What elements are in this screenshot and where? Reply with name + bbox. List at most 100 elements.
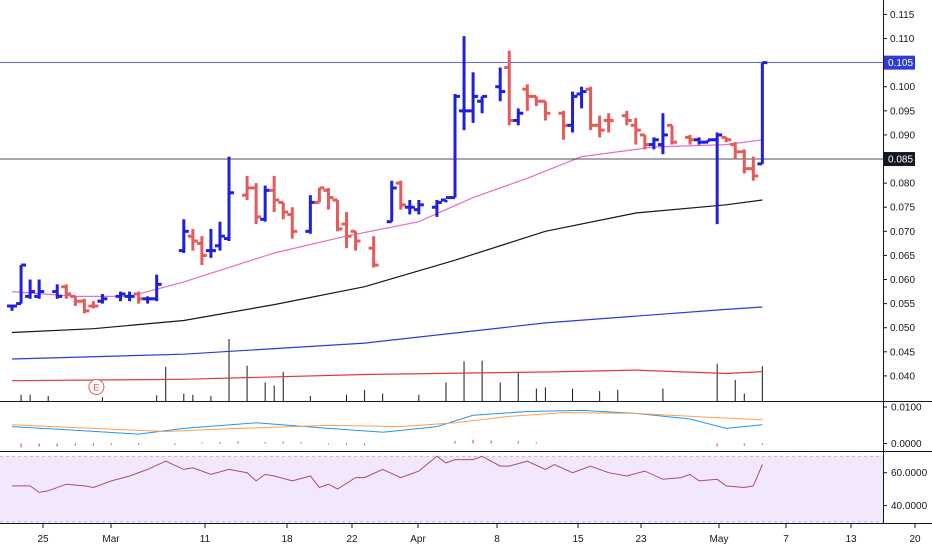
earnings-marker-icon (88, 379, 105, 395)
moving-average-line (11, 139, 763, 297)
ohlc-bar (305, 195, 316, 234)
ohlc-bar (468, 72, 479, 123)
ohlc-bar (52, 284, 63, 299)
ohlc-bar (61, 284, 72, 299)
ohlc-bar (477, 94, 488, 114)
time-tick-label: 15 (572, 534, 584, 545)
ohlc-bar (278, 200, 289, 220)
ohlc-bar (739, 149, 750, 174)
time-tick-label: 18 (281, 534, 293, 545)
ohlc-bar (540, 99, 551, 121)
price-tick-label: 0.080 (890, 179, 915, 190)
price-tick-label: 0.100 (890, 82, 915, 93)
ohlc-bar (504, 50, 515, 126)
ohlc-bar (332, 198, 343, 232)
ohlc-bar (730, 142, 741, 160)
ohlc-bar (431, 200, 442, 217)
price-tick-label: 0.070 (890, 227, 915, 238)
moving-average-line (11, 306, 763, 360)
moving-average-line (11, 199, 763, 334)
ohlc-bar (151, 274, 162, 302)
ohlc-bar (748, 156, 759, 181)
price-tick-label: 0.110 (890, 34, 915, 45)
price-tick-label: 0.040 (890, 371, 915, 382)
price-tick-label: 0.095 (890, 106, 915, 117)
ohlc-bar (251, 183, 262, 225)
ohlc-bar (703, 138, 714, 144)
ohlc-bar (341, 212, 352, 249)
price-tick-label: 0.050 (890, 323, 915, 334)
ohlc-bar (115, 291, 126, 302)
price-tag-label: 0.085 (888, 155, 913, 166)
ohlc-bar (205, 228, 216, 258)
price-tick-label: 0.055 (890, 299, 915, 310)
ohlc-bar (413, 200, 424, 215)
ohlc-bar (712, 132, 723, 225)
ohlc-bar (386, 180, 397, 224)
time-tick-label: 22 (346, 534, 358, 545)
ohlc-bar (323, 187, 334, 210)
price-pane[interactable]: E (0, 36, 883, 401)
time-tick-label: 23 (635, 534, 647, 545)
macd-tick-label: 0.0000 (891, 439, 922, 450)
ohlc-bar (25, 279, 36, 299)
ohlc-bar (657, 113, 668, 155)
ohlc-bar (450, 93, 460, 200)
time-tick-label: 13 (845, 534, 857, 545)
ohlc-bar (269, 175, 280, 213)
ohlc-bar (440, 196, 451, 203)
time-axis[interactable]: 25 Mar 11 18 22 Apr 8 15 23 May 7 13 20 (37, 524, 921, 545)
ohlc-bar (621, 110, 632, 126)
ohlc-bar (495, 67, 506, 102)
time-tick-label: 7 (783, 534, 789, 545)
price-tick-label: 0.115 (890, 10, 915, 21)
rsi-line (12, 455, 763, 493)
macd-pane[interactable] (11, 409, 763, 448)
ohlc-bar (196, 236, 207, 266)
price-tick-label: 0.090 (890, 130, 915, 141)
ohlc-bar (224, 156, 234, 241)
price-tick-label: 0.075 (890, 203, 915, 214)
macd-line (11, 412, 763, 433)
ohlc-bar (97, 293, 108, 304)
ohlc-bar (314, 186, 325, 204)
ohlc-bar (576, 86, 587, 109)
time-tick-label: May (710, 534, 729, 545)
ohlc-bar (567, 91, 578, 133)
price-tag (884, 55, 915, 70)
ohlc-bar (178, 219, 189, 254)
price-tick-label: 0.045 (890, 347, 915, 358)
price-axis[interactable]: 0.040 0.045 0.050 0.055 0.060 0.065 0.070 0.075… (0, 0, 932, 524)
ohlc-bar (522, 84, 533, 111)
price-tag-label: 0.105 (888, 58, 913, 69)
ohlc-bar (685, 134, 696, 145)
macd-line (11, 409, 763, 435)
ohlc-bar (666, 123, 677, 145)
ohlc-bar (368, 236, 379, 268)
ohlc-bar (242, 175, 253, 200)
ohlc-bar (16, 263, 27, 306)
rsi-band (0, 456, 883, 522)
ohlc-bar (585, 86, 596, 131)
ohlc-bar (124, 291, 135, 302)
price-tick-label: 0.060 (890, 275, 915, 286)
time-tick-label: 25 (37, 534, 49, 545)
ohlc-bar (350, 229, 361, 251)
ohlc-bar (395, 180, 406, 210)
ohlc-bar (214, 221, 225, 251)
macd-tick-label: 0.0100 (891, 403, 922, 414)
ohlc-bar (721, 135, 732, 143)
ohlc-bar (603, 113, 614, 133)
ohlc-bar (404, 200, 415, 215)
ohlc-bar (70, 294, 81, 307)
price-tag (884, 152, 915, 167)
earnings-marker-label: E (93, 383, 99, 393)
ohlc-bar (757, 61, 768, 166)
rsi-pane[interactable] (0, 455, 883, 523)
time-tick-label: 20 (909, 534, 921, 545)
ohlc-bar (142, 296, 153, 304)
ohlc-bar (187, 228, 198, 251)
ohlc-bar (79, 298, 90, 314)
ohlc-bar (459, 36, 470, 131)
